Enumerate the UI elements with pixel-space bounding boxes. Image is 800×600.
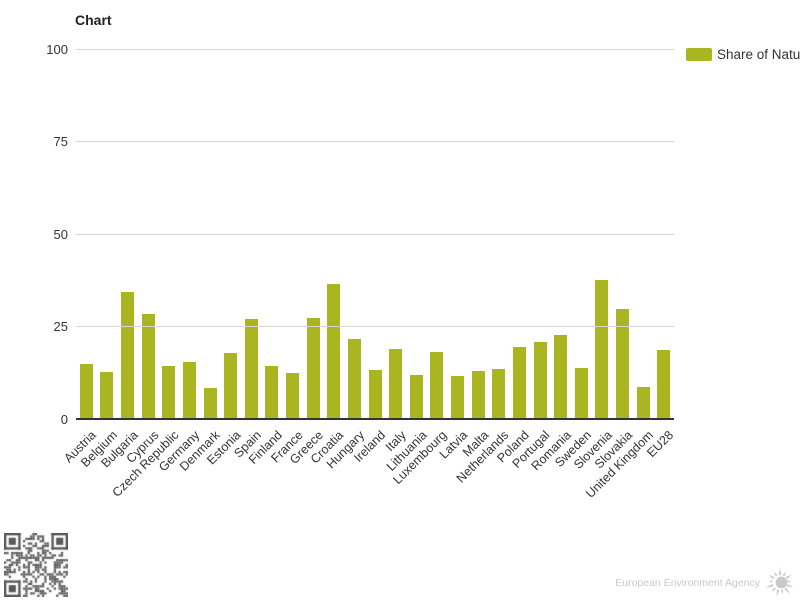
bar-slot — [550, 49, 571, 419]
bar-cyprus[interactable] — [141, 314, 155, 419]
gridline — [76, 141, 674, 142]
bar-netherlands[interactable] — [492, 369, 506, 419]
bar-united-kingdom[interactable] — [636, 387, 650, 419]
bar-slot — [406, 49, 427, 419]
bar-slot — [530, 49, 551, 419]
bar-slot — [489, 49, 510, 419]
bar-slot — [592, 49, 613, 419]
bar-slot — [220, 49, 241, 419]
bar-austria[interactable] — [79, 363, 93, 419]
bar-czech-republic[interactable] — [162, 366, 176, 419]
gridline — [76, 48, 674, 50]
bar-germany[interactable] — [182, 362, 196, 419]
x-axis-labels: Austria Belgium Bulgaria Cyprus Czech Republ… — [62, 419, 677, 529]
bar-malta[interactable] — [471, 370, 485, 419]
bar-latvia[interactable] — [451, 376, 465, 419]
bar-lithuania[interactable] — [409, 374, 423, 419]
bar-slot — [468, 49, 489, 419]
bar-bulgaria[interactable] — [121, 292, 135, 419]
legend-item[interactable]: Share of Natu — [686, 47, 800, 62]
gridline — [76, 326, 674, 327]
bar-slot — [159, 49, 180, 419]
bar-slot — [344, 49, 365, 419]
bar-portugal[interactable] — [533, 342, 547, 419]
y-axis-label: 50 — [53, 226, 68, 242]
y-axis-label: 100 — [46, 41, 68, 57]
bars-container — [76, 49, 674, 419]
bar-slot — [241, 49, 262, 419]
bar-slot — [365, 49, 386, 419]
bar-slot — [447, 49, 468, 419]
bar-romania[interactable] — [554, 335, 568, 419]
bar-slot — [138, 49, 159, 419]
bar-slot — [571, 49, 592, 419]
bar-ireland[interactable] — [368, 370, 382, 419]
footer: European Environment Agency — [615, 566, 797, 599]
bar-slot — [324, 49, 345, 419]
bar-croatia[interactable] — [327, 284, 341, 419]
legend-label: Share of Natu — [717, 47, 800, 62]
x-axis-line — [76, 418, 674, 420]
bar-slot — [262, 49, 283, 419]
eea-sunburst-logo-icon — [765, 566, 794, 597]
bar-luxembourg[interactable] — [430, 351, 444, 419]
bar-slovenia[interactable] — [595, 279, 609, 419]
y-axis-label: 75 — [53, 134, 68, 149]
chart-title: Chart — [75, 12, 112, 28]
bar-slot — [76, 49, 97, 419]
bar-spain[interactable] — [244, 318, 258, 419]
bar-slot — [303, 49, 324, 419]
bar-slot — [633, 49, 654, 419]
bar-italy[interactable] — [389, 348, 403, 419]
y-axis-label: 0 — [60, 411, 68, 427]
footer-agency-text: European Environment Agency — [615, 576, 760, 589]
bar-slot — [179, 49, 200, 419]
bar-slot — [612, 49, 633, 419]
gridline — [76, 233, 674, 235]
bar-slot — [509, 49, 530, 419]
bar-belgium[interactable] — [100, 371, 114, 419]
legend-swatch — [686, 48, 712, 61]
bar-denmark[interactable] — [203, 387, 217, 419]
bar-slot — [427, 49, 448, 419]
bar-slot — [385, 49, 406, 419]
bar-eu28[interactable] — [657, 350, 671, 419]
bar-slot — [200, 49, 221, 419]
bar-estonia[interactable] — [224, 352, 238, 419]
bar-hungary[interactable] — [347, 339, 361, 419]
bar-slot — [97, 49, 118, 419]
y-axis-label: 25 — [53, 319, 68, 334]
qr-code — [4, 533, 68, 597]
plot-area: Austria Belgium Bulgaria Cyprus Czech Republ… — [46, 42, 676, 501]
bar-finland[interactable] — [265, 365, 279, 419]
bar-poland[interactable] — [512, 346, 526, 419]
bar-france[interactable] — [286, 372, 300, 419]
bar-greece[interactable] — [306, 318, 320, 419]
bar-slovakia[interactable] — [616, 309, 630, 419]
bar-sweden[interactable] — [574, 367, 588, 419]
bar-slot — [282, 49, 303, 419]
bar-slot — [654, 49, 675, 419]
bar-slot — [117, 49, 138, 419]
